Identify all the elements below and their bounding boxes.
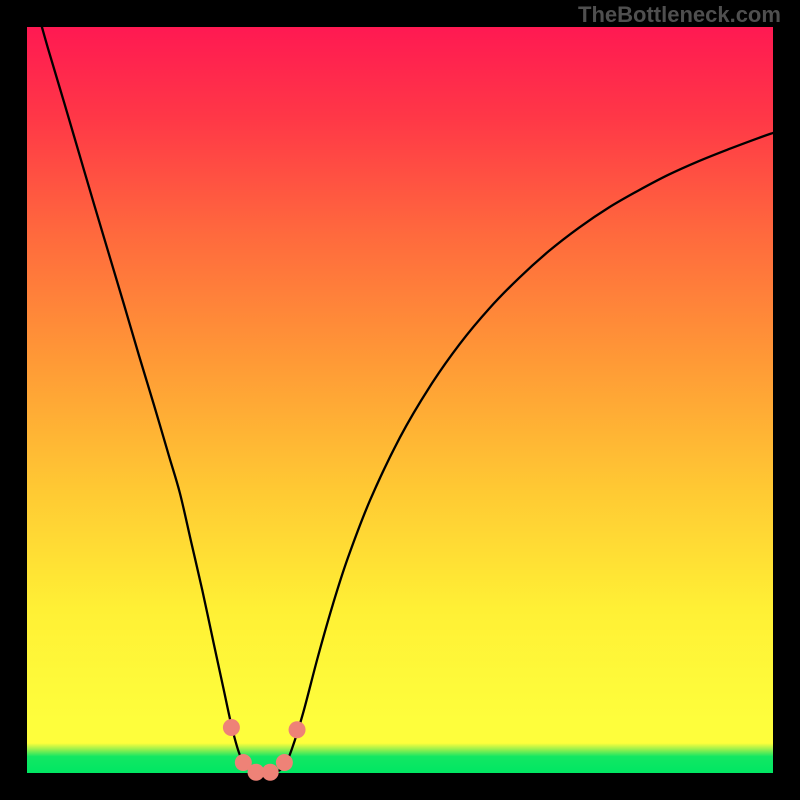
curve-marker	[262, 764, 279, 781]
bottleneck-curve-chart	[0, 0, 800, 800]
green-bottom-band	[27, 743, 773, 773]
source-watermark: TheBottleneck.com	[578, 2, 781, 28]
curve-marker	[289, 721, 306, 738]
curve-marker	[223, 719, 240, 736]
curve-marker	[276, 754, 293, 771]
gradient-background	[27, 27, 773, 773]
